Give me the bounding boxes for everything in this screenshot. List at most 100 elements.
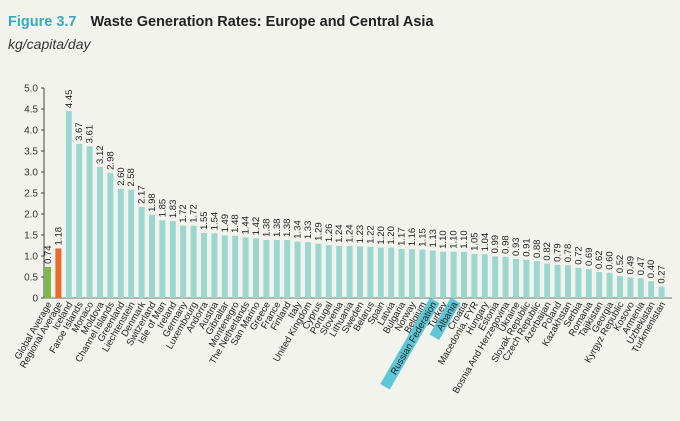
- bar-value-label: 1.22: [365, 225, 376, 244]
- bar: [211, 233, 218, 298]
- bar: [117, 188, 124, 298]
- bar: [617, 276, 623, 298]
- bar: [398, 248, 405, 298]
- bar-value-label: 0.62: [594, 250, 605, 269]
- bar: [221, 235, 228, 298]
- bar-value-label: 1.49: [220, 214, 231, 233]
- bar-value-label: 3.12: [95, 145, 106, 164]
- bar: [585, 269, 592, 298]
- figure-number: Figure 3.7: [8, 14, 77, 30]
- bar-value-label: 4.45: [64, 90, 75, 109]
- bar: [565, 265, 571, 298]
- bar: [315, 243, 322, 298]
- bar-value-label: 1.38: [272, 219, 283, 238]
- bar: [367, 246, 374, 298]
- bar: [45, 266, 51, 298]
- bar-value-label: 2.60: [116, 167, 127, 186]
- y-tick-label: 3.5: [24, 147, 38, 158]
- bar: [523, 259, 530, 298]
- bar: [190, 225, 197, 298]
- bar: [336, 245, 343, 298]
- bar-value-label: 0.40: [646, 260, 657, 279]
- bar-value-label: 0.27: [657, 265, 668, 284]
- bar-value-label: 1.48: [230, 214, 241, 233]
- bar-value-label: 1.54: [209, 212, 220, 231]
- bar-value-label: 2.58: [126, 168, 137, 187]
- bar: [128, 189, 135, 298]
- bar-value-label: 0.98: [501, 235, 512, 253]
- bar-value-label: 0.82: [542, 242, 553, 261]
- bar-value-label: 0.72: [573, 246, 584, 265]
- bar-value-label: 1.04: [480, 233, 491, 252]
- bar: [471, 253, 478, 298]
- bar-value-label: 1.20: [376, 226, 387, 245]
- bar-value-label: 1.26: [324, 224, 335, 243]
- bar: [388, 247, 395, 298]
- bar: [97, 166, 103, 298]
- bar: [253, 238, 259, 298]
- bar-value-label: 0.78: [563, 244, 574, 263]
- bar-value-label: 0.69: [584, 248, 595, 267]
- y-tick-label: 1.0: [24, 252, 38, 263]
- bar-value-label: 1.15: [417, 228, 428, 247]
- bar: [107, 172, 114, 298]
- bar: [502, 256, 509, 298]
- bar: [575, 267, 582, 298]
- bar-value-label: 1.16: [407, 228, 418, 247]
- y-tick-label: 0: [32, 294, 38, 305]
- bar: [201, 232, 207, 298]
- bar-value-label: 2.98: [105, 151, 116, 170]
- bar: [180, 225, 187, 298]
- bar: [55, 248, 62, 298]
- bar-value-label: 0.49: [625, 256, 636, 275]
- y-tick-label: 4.5: [24, 105, 38, 116]
- bar-value-label: 0.91: [521, 238, 532, 257]
- bar-value-label: 0.99: [490, 235, 501, 254]
- bar: [232, 235, 239, 298]
- bar-value-label: 1.85: [157, 199, 168, 218]
- bar-value-label: 0.60: [605, 251, 616, 270]
- figure-title-text: Waste Generation Rates: Europe and Centr…: [90, 14, 434, 30]
- bar: [658, 286, 665, 298]
- bar-value-label: 1.83: [168, 200, 179, 219]
- bar-value-label: 1.72: [178, 204, 189, 223]
- bar-value-label: 1.42: [251, 217, 262, 236]
- bar-value-label: 1.34: [293, 220, 304, 239]
- bar-value-label: 1.13: [428, 229, 439, 248]
- bar: [461, 251, 467, 298]
- bar-value-label: 1.10: [459, 230, 470, 249]
- bar-value-label: 0.74: [43, 245, 54, 264]
- bar-value-label: 3.61: [85, 125, 96, 144]
- y-tick-label: 5.0: [24, 84, 38, 95]
- bar-value-label: 0.88: [532, 240, 543, 259]
- bar: [596, 271, 603, 298]
- y-axis-unit-label: kg/capita/day: [8, 36, 91, 52]
- bar-value-label: 1.33: [303, 221, 314, 240]
- bar: [65, 111, 72, 298]
- bar: [513, 258, 519, 298]
- y-tick-label: 2.0: [24, 210, 38, 221]
- bar: [554, 264, 561, 298]
- bar-value-label: 1.10: [438, 230, 449, 249]
- bar: [263, 240, 270, 298]
- bar-value-label: 1.24: [345, 224, 356, 243]
- bar: [86, 146, 93, 298]
- bar-value-label: 1.72: [189, 204, 200, 223]
- bar-value-label: 1.10: [449, 230, 460, 249]
- bar-value-label: 1.98: [147, 193, 158, 212]
- bar: [357, 246, 363, 298]
- bar: [159, 220, 166, 298]
- bar: [409, 249, 415, 298]
- bar: [149, 214, 155, 298]
- y-tick-label: 2.5: [24, 189, 38, 200]
- bar-value-label: 1.05: [469, 232, 480, 251]
- bar-value-label: 1.17: [397, 227, 408, 246]
- bar: [429, 250, 436, 298]
- bar: [377, 247, 384, 298]
- bar: [533, 261, 540, 298]
- bar: [450, 251, 457, 298]
- bar: [305, 242, 311, 298]
- bar: [242, 237, 249, 298]
- bar: [440, 251, 447, 298]
